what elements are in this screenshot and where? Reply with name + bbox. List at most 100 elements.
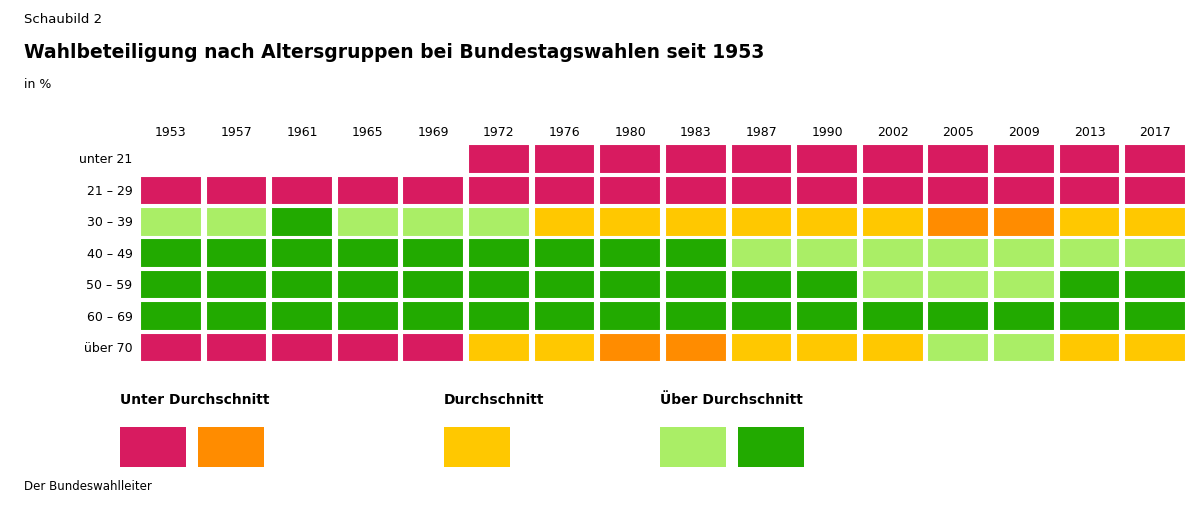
Bar [599, 270, 661, 300]
Bar [337, 302, 398, 331]
Bar [862, 270, 924, 300]
Bar [1058, 333, 1121, 363]
Bar [928, 270, 989, 300]
Bar [534, 302, 595, 331]
Bar [271, 270, 332, 300]
Bar [402, 208, 464, 237]
Bar [928, 176, 989, 206]
Bar [731, 208, 792, 237]
Bar [1058, 302, 1121, 331]
Bar [402, 176, 464, 206]
Bar [205, 270, 268, 300]
Bar [140, 302, 202, 331]
Bar [994, 302, 1055, 331]
Bar [1124, 333, 1186, 363]
Bar [1124, 176, 1186, 206]
Bar [337, 208, 398, 237]
Bar [665, 270, 727, 300]
Bar [205, 208, 268, 237]
Bar [337, 270, 398, 300]
Bar [1058, 145, 1121, 174]
Bar [1124, 145, 1186, 174]
Bar [337, 333, 398, 363]
Bar [1124, 239, 1186, 269]
Bar [928, 145, 989, 174]
Bar [534, 176, 595, 206]
Bar [271, 239, 332, 269]
Bar [994, 176, 1055, 206]
Bar [534, 239, 595, 269]
Bar [994, 333, 1055, 363]
Bar [731, 176, 792, 206]
Bar [1058, 239, 1121, 269]
Bar [271, 333, 332, 363]
Bar [862, 333, 924, 363]
Bar [271, 302, 332, 331]
Bar [797, 239, 858, 269]
Bar [862, 239, 924, 269]
Bar [797, 145, 858, 174]
Bar [337, 176, 398, 206]
Bar [534, 333, 595, 363]
Bar [402, 270, 464, 300]
Bar [797, 333, 858, 363]
Bar [665, 302, 727, 331]
Bar [797, 302, 858, 331]
Bar [862, 176, 924, 206]
Bar [468, 302, 529, 331]
Bar [862, 208, 924, 237]
Bar [599, 208, 661, 237]
Bar [665, 208, 727, 237]
Bar [140, 333, 202, 363]
Bar [140, 176, 202, 206]
Bar [468, 176, 529, 206]
Bar [599, 302, 661, 331]
Bar [994, 239, 1055, 269]
Bar [665, 145, 727, 174]
Bar [928, 208, 989, 237]
Bar [1124, 270, 1186, 300]
Bar [599, 333, 661, 363]
Bar [468, 270, 529, 300]
Text: Unter Durchschnitt: Unter Durchschnitt [120, 392, 270, 407]
Bar [928, 302, 989, 331]
Bar [468, 145, 529, 174]
Bar [205, 302, 268, 331]
Bar [140, 239, 202, 269]
Bar [205, 176, 268, 206]
Bar [468, 208, 529, 237]
Bar [205, 239, 268, 269]
Bar [731, 239, 792, 269]
Bar [1058, 270, 1121, 300]
Text: Durchschnitt: Durchschnitt [444, 392, 545, 407]
Text: in %: in % [24, 78, 52, 91]
Bar [534, 145, 595, 174]
Bar [402, 333, 464, 363]
Bar [731, 145, 792, 174]
Bar [665, 333, 727, 363]
Text: Wahlbeteiligung nach Altersgruppen bei Bundestagswahlen seit 1953: Wahlbeteiligung nach Altersgruppen bei B… [24, 43, 764, 62]
Bar [665, 176, 727, 206]
Bar [994, 208, 1055, 237]
Bar [862, 145, 924, 174]
Text: Schaubild 2: Schaubild 2 [24, 13, 102, 26]
Bar [271, 176, 332, 206]
Bar [1124, 208, 1186, 237]
Bar [402, 239, 464, 269]
Bar [534, 270, 595, 300]
Bar [599, 145, 661, 174]
Bar [665, 239, 727, 269]
Bar [468, 333, 529, 363]
Bar [928, 239, 989, 269]
Bar [599, 176, 661, 206]
Bar [1124, 302, 1186, 331]
Bar [928, 333, 989, 363]
Bar [731, 302, 792, 331]
Bar [1058, 208, 1121, 237]
Bar [402, 302, 464, 331]
Bar [140, 270, 202, 300]
Bar [731, 333, 792, 363]
Bar [468, 239, 529, 269]
Bar [599, 239, 661, 269]
Bar [534, 208, 595, 237]
